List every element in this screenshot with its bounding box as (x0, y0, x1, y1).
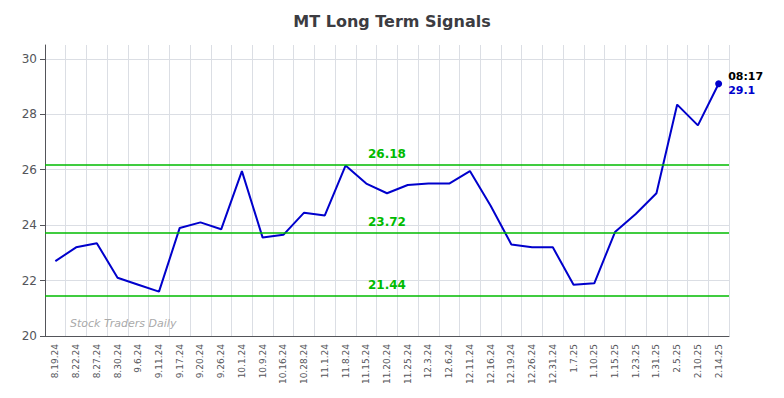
svg-text:12.3.24: 12.3.24 (423, 344, 433, 379)
svg-text:24: 24 (22, 218, 37, 232)
svg-text:11.1.24: 11.1.24 (320, 344, 330, 379)
svg-text:11.15.24: 11.15.24 (361, 344, 371, 384)
svg-text:26: 26 (22, 163, 37, 177)
svg-text:9.11.24: 9.11.24 (154, 344, 164, 379)
svg-text:MT Long Term Signals: MT Long Term Signals (293, 12, 490, 31)
svg-text:22: 22 (22, 274, 37, 288)
svg-text:26.18: 26.18 (368, 147, 406, 161)
svg-text:12.6.24: 12.6.24 (444, 344, 454, 379)
svg-text:20: 20 (22, 329, 37, 343)
svg-text:10.16.24: 10.16.24 (278, 344, 288, 384)
svg-text:21.44: 21.44 (368, 278, 406, 292)
svg-text:12.11.24: 12.11.24 (465, 344, 475, 384)
svg-text:10.9.24: 10.9.24 (258, 344, 268, 379)
svg-text:28: 28 (22, 107, 37, 121)
svg-text:11.20.24: 11.20.24 (382, 344, 392, 384)
svg-text:1.10.25: 1.10.25 (589, 344, 599, 378)
svg-text:9.20.24: 9.20.24 (195, 344, 205, 379)
svg-text:Stock Traders Daily: Stock Traders Daily (70, 317, 177, 330)
svg-text:12.19.24: 12.19.24 (506, 344, 516, 384)
svg-text:9.6.24: 9.6.24 (133, 344, 143, 373)
svg-text:12.31.24: 12.31.24 (548, 344, 558, 384)
svg-text:12.26.24: 12.26.24 (527, 344, 537, 384)
svg-text:10.28.24: 10.28.24 (299, 344, 309, 384)
svg-text:9.17.24: 9.17.24 (175, 344, 185, 379)
svg-text:08:17: 08:17 (728, 70, 763, 83)
svg-text:8.30.24: 8.30.24 (113, 344, 123, 379)
svg-text:10.1.24: 10.1.24 (237, 344, 247, 379)
svg-text:1.7.25: 1.7.25 (569, 344, 579, 373)
svg-text:11.8.24: 11.8.24 (341, 344, 351, 379)
svg-text:12.16.24: 12.16.24 (486, 344, 496, 384)
svg-text:8.22.24: 8.22.24 (71, 344, 81, 379)
svg-text:2.5.25: 2.5.25 (672, 344, 682, 373)
svg-text:8.27.24: 8.27.24 (92, 344, 102, 379)
svg-text:1.31.25: 1.31.25 (651, 344, 661, 378)
svg-text:9.26.24: 9.26.24 (216, 344, 226, 379)
svg-text:2.10.25: 2.10.25 (693, 344, 703, 378)
svg-text:11.25.24: 11.25.24 (403, 344, 413, 384)
svg-text:30: 30 (22, 52, 37, 66)
svg-text:8.19.24: 8.19.24 (50, 344, 60, 379)
svg-text:23.72: 23.72 (368, 215, 406, 229)
svg-text:1.15.25: 1.15.25 (610, 344, 620, 378)
svg-text:29.1: 29.1 (728, 84, 755, 97)
svg-text:1.23.25: 1.23.25 (631, 344, 641, 378)
svg-text:2.14.25: 2.14.25 (714, 344, 724, 378)
